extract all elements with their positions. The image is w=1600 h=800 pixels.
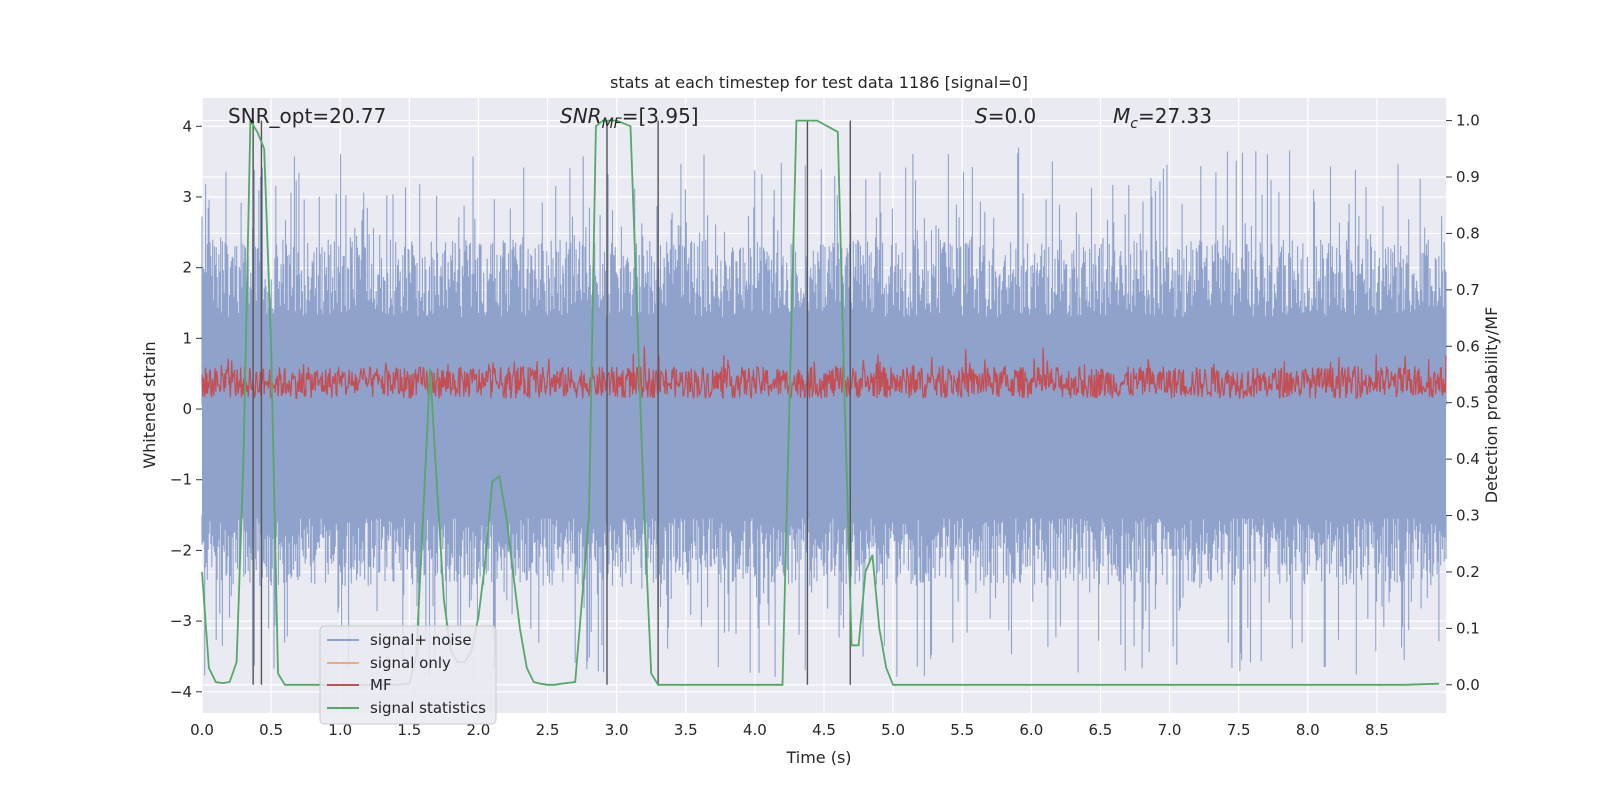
x-axis-label: Time (s) [785,748,851,767]
x-tick-label: 2.5 [536,721,560,739]
noise-core [202,405,1446,519]
legend: signal+ noise signal only MF signal stat… [319,625,497,725]
chart-title: stats at each timestep for test data 118… [610,73,1028,92]
x-tick-label: 3.0 [605,721,629,739]
y-tick-label-right: 0.6 [1456,337,1480,355]
y-tick-label-right: 0.0 [1456,676,1480,694]
x-tick-label: 4.5 [812,721,836,739]
y-tick-label-right: 0.4 [1456,450,1480,468]
x-tick-label: 8.0 [1296,721,1320,739]
noise-lower-spikes [201,515,1447,677]
y-tick-label-right: 0.8 [1456,224,1480,242]
x-tick-label: 0.0 [190,721,214,739]
axis-ticks: 0.0 0.5 1.0 1.5 2.0 2.5 3.0 3.5 4.0 4.5 5.0 5.5 6.0 6… [170,112,1480,739]
annotation-snr-opt: SNR_opt=20.77 [228,104,386,128]
y-tick-label-right: 0.7 [1456,281,1480,299]
signal-statistics-line [201,117,1440,686]
y-axis-label-right: Detection probability/MF [1482,307,1501,504]
x-tick-label: 8.5 [1365,721,1389,739]
annotation-snr-mf: SNRMF=[3.95] [560,104,699,132]
y-tick-label-left: −4 [170,683,192,701]
x-tick-label: 0.5 [259,721,283,739]
legend-label-mf: MF [370,676,392,694]
legend-box [319,625,497,725]
y-tick-label-left: 0 [182,400,192,418]
mf-line [201,346,1447,400]
x-tick-label: 7.0 [1158,721,1182,739]
x-tick-label: 6.0 [1019,721,1043,739]
y-tick-label-left: 4 [182,117,192,135]
x-tick-label: 1.0 [328,721,352,739]
y-tick-label-right: 0.5 [1456,394,1480,412]
y-tick-label-right: 0.1 [1456,619,1480,637]
legend-label-signal-statistics: signal statistics [370,699,486,717]
y-tick-label-left: −2 [170,541,192,559]
x-tick-label: 2.0 [467,721,491,739]
series-signal-noise [201,147,1447,677]
x-tick-label: 5.5 [950,721,974,739]
y-tick-label-right: 0.2 [1456,563,1480,581]
x-tick-label: 1.5 [397,721,421,739]
x-tick-label: 7.5 [1227,721,1251,739]
y-tick-label-left: 2 [182,259,192,277]
y-tick-label-left: 3 [182,188,192,206]
legend-label-signal-only: signal only [370,654,451,672]
y-tick-label-right: 0.9 [1456,168,1480,186]
noise-upper-spikes [201,147,1447,406]
y-tick-label-left: −3 [170,612,192,630]
x-tick-label: 3.5 [674,721,698,739]
y-tick-label-right: 1.0 [1456,112,1480,130]
y-tick-label-right: 0.3 [1456,507,1480,525]
annotation-s: S=0.0 [975,104,1036,128]
y-tick-label-left: −1 [170,471,192,489]
x-tick-label: 6.5 [1089,721,1113,739]
series-mf [201,346,1447,400]
y-tick-label-left: 1 [182,329,192,347]
annotation-mc: Mc=27.33 [1113,104,1212,132]
x-tick-label: 5.0 [881,721,905,739]
series-signal-statistics [201,117,1440,686]
y-axis-label-left: Whitened strain [140,341,159,468]
x-tick-label: 4.0 [743,721,767,739]
legend-label-signal-noise: signal+ noise [370,631,472,649]
